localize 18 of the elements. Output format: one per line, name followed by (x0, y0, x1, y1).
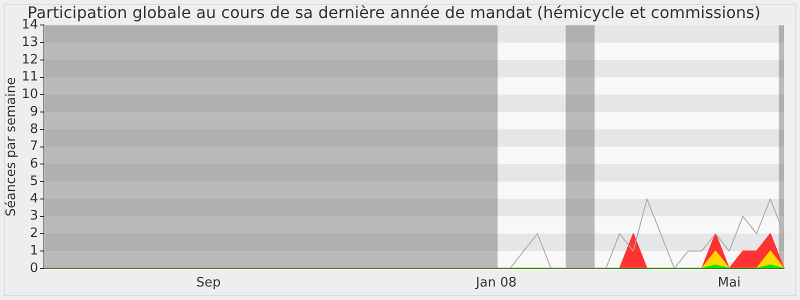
y-tick-label: 7 (30, 139, 38, 154)
y-tick-label: 1 (30, 243, 38, 258)
y-tick-label: 2 (30, 226, 38, 242)
y-tick-label: 13 (22, 34, 38, 50)
y-axis-title: Séances par semaine (4, 77, 20, 217)
y-tick-label: 4 (30, 191, 38, 206)
y-tick-label: 11 (22, 70, 38, 85)
x-tick-label: Mai (718, 276, 741, 291)
x-tick-label: Sep (196, 276, 221, 291)
y-tick-label: 9 (30, 104, 38, 120)
y-tick-label: 12 (22, 52, 38, 68)
y-tick-label: 5 (30, 174, 38, 189)
y-tick-label: 0 (30, 260, 38, 276)
y-tick-label: 10 (22, 87, 38, 102)
y-tick-label: 6 (30, 156, 38, 172)
x-tick-label: Jan 08 (474, 276, 517, 291)
y-tick-label: 8 (30, 122, 38, 137)
y-tick-label: 3 (30, 208, 38, 224)
